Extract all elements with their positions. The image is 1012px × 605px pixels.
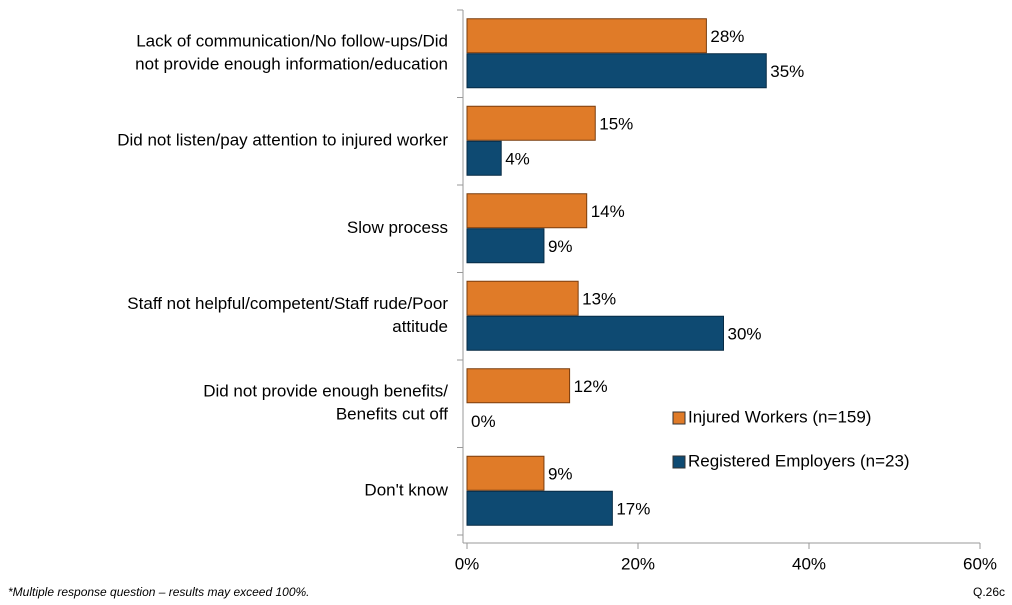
value-label: 15%: [599, 115, 633, 134]
category-label: attitude: [392, 317, 448, 336]
x-tick-label: 0%: [455, 554, 480, 573]
question-code: Q.26c: [973, 585, 1005, 599]
bar: [466, 280, 579, 316]
bar: [466, 228, 545, 264]
value-label: 9%: [548, 237, 573, 256]
legend-swatch: [672, 411, 686, 425]
bar: [466, 53, 767, 89]
category-label: Benefits cut off: [336, 405, 448, 424]
value-label: 30%: [728, 325, 762, 344]
bar: [466, 18, 707, 54]
bar: [466, 490, 613, 526]
category-label: Did not listen/pay attention to injured …: [117, 131, 448, 150]
bar: [466, 105, 596, 141]
value-label: 35%: [770, 62, 804, 81]
category-label: Lack of communication/No follow-ups/Did: [136, 32, 448, 51]
value-label: 0%: [471, 412, 496, 431]
bar: [466, 368, 571, 404]
x-tick-label: 40%: [792, 554, 826, 573]
bar: [466, 193, 588, 229]
value-label: 12%: [574, 377, 608, 396]
legend-swatch: [672, 455, 686, 469]
value-label: 17%: [616, 500, 650, 519]
footnote: *Multiple response question – results ma…: [8, 585, 310, 599]
category-label: Staff not helpful/competent/Staff rude/P…: [127, 294, 448, 313]
category-label: Did not provide enough benefits/: [203, 382, 448, 401]
value-label: 4%: [505, 150, 530, 169]
x-tick-label: 60%: [963, 554, 997, 573]
value-label: 14%: [591, 202, 625, 221]
x-tick-label: 20%: [621, 554, 655, 573]
category-label: Slow process: [347, 218, 448, 237]
bar: [466, 140, 502, 176]
category-label: Don't know: [364, 481, 448, 500]
value-label: 9%: [548, 465, 573, 484]
value-label: 28%: [710, 27, 744, 46]
bar: [466, 315, 724, 351]
legend-label: Injured Workers (n=159): [688, 407, 871, 426]
bar: [466, 455, 545, 491]
value-label: 13%: [582, 290, 616, 309]
category-label: not provide enough information/education: [135, 55, 448, 74]
legend-label: Registered Employers (n=23): [688, 451, 910, 470]
